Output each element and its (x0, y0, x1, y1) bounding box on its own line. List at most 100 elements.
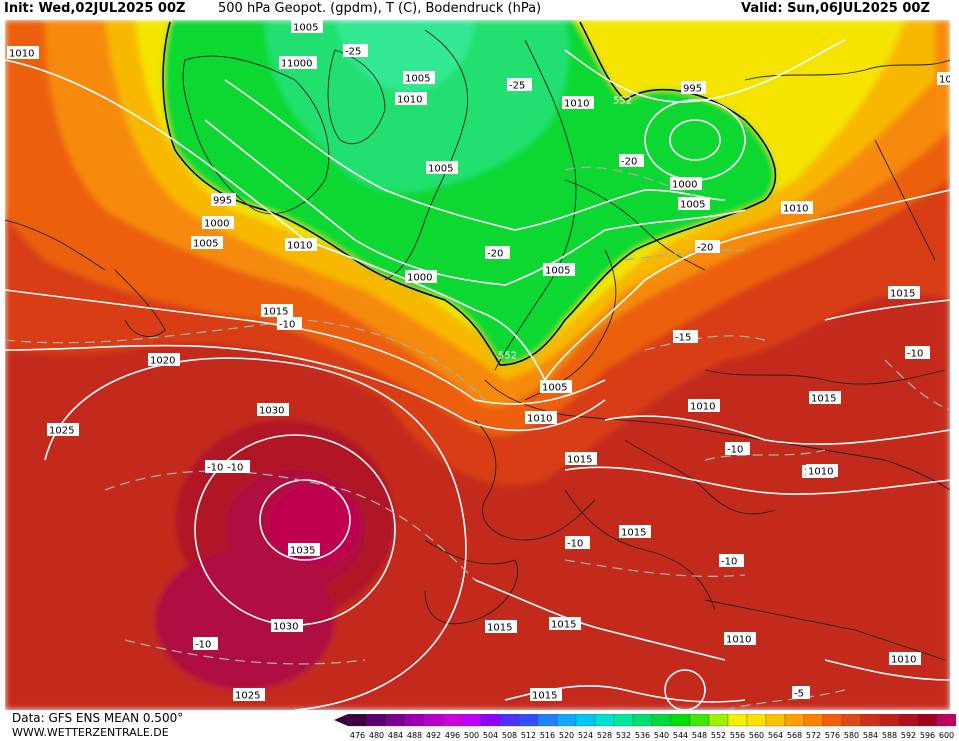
geopotential-label: 552 (613, 96, 632, 107)
isobar-label: 1020 (148, 353, 180, 367)
svg-text:1015: 1015 (487, 623, 512, 634)
svg-text:1000: 1000 (204, 219, 229, 230)
svg-text:1015: 1015 (567, 455, 592, 466)
isobar-label: 1005 (543, 263, 575, 277)
svg-text:-10: -10 (907, 349, 923, 360)
legend-swatch (727, 714, 748, 727)
svg-text:-20: -20 (697, 243, 713, 254)
isobar-label: 1005 (426, 161, 458, 175)
isobar-label: 1025 (233, 688, 265, 702)
isobar-label: 1010 (688, 399, 720, 413)
legend-tick-label: 532 (616, 731, 631, 740)
legend-tick-label: 520 (559, 731, 574, 740)
legend-tick-label: 588 (882, 731, 897, 740)
svg-text:1025: 1025 (49, 426, 74, 437)
isobar-label: 1015 (530, 688, 562, 702)
svg-text:1015: 1015 (551, 620, 576, 631)
legend-tick-label: 528 (597, 731, 612, 740)
geopotential-label: 552 (498, 351, 517, 362)
legend-tick-label: 596 (920, 731, 935, 740)
svg-text:-10: -10 (727, 445, 743, 456)
isobar-label: 995 (681, 81, 706, 95)
legend-swatch (670, 714, 691, 727)
legend-tick-label: 592 (901, 731, 916, 740)
legend-tick-label: 476 (350, 731, 365, 740)
isobar-label: 1005 (678, 197, 710, 211)
svg-text:1015: 1015 (263, 307, 288, 318)
isobar-label: 1010 (889, 652, 921, 666)
isobar-label: 1015 (809, 391, 841, 405)
legend-swatch (347, 714, 368, 727)
isobar-lines (5, 39, 950, 710)
svg-text:1010: 1010 (287, 241, 312, 252)
valid-time: Valid: Sun,06JUL2025 00Z (741, 1, 930, 16)
legend-swatch (442, 714, 463, 727)
legend-tick-label: 564 (768, 731, 783, 740)
legend-tick-label: 584 (863, 731, 878, 740)
svg-text:-10: -10 (567, 539, 583, 550)
legend-tick-label: 508 (502, 731, 517, 740)
isobar-label: 1010 (7, 46, 39, 60)
isobar-label: 1015 (565, 452, 597, 466)
legend-swatch (461, 714, 482, 727)
isobar-label: 1010 (395, 92, 427, 106)
legend-tick-label: 572 (806, 731, 821, 740)
svg-text:1035: 1035 (290, 546, 315, 557)
temperature-label: -5 (792, 686, 810, 700)
isobar-label: 1010 (806, 464, 838, 478)
legend-swatch (613, 714, 634, 727)
isobar-label: 1030 (257, 403, 289, 417)
isobar-label: 1015 (549, 617, 581, 631)
legend-swatch (404, 714, 425, 727)
svg-text:-10: -10 (279, 320, 295, 331)
svg-text:1005: 1005 (542, 383, 567, 394)
temperature-label: -10 (905, 346, 930, 360)
svg-text:-10: -10 (195, 640, 211, 651)
svg-text:1030: 1030 (273, 622, 298, 633)
legend-swatch (917, 714, 938, 727)
header-bar: Init: Wed,02JUL2025 00Z 500 hPa Geopot. … (0, 0, 959, 20)
isobar-label: 1015 (619, 525, 651, 539)
legend-tick-label: 580 (844, 731, 859, 740)
isobar-label: 1005 (540, 380, 572, 394)
legend-swatch (537, 714, 558, 727)
geopotential-shading (5, 20, 950, 710)
svg-text:1015: 1015 (621, 528, 646, 539)
legend-tick-label: 552 (711, 731, 726, 740)
legend-tick-label: 480 (369, 731, 384, 740)
legend-tick-label: 556 (730, 731, 745, 740)
legend-swatch (594, 714, 615, 727)
legend-tick-label: 524 (578, 731, 593, 740)
svg-text:1005: 1005 (405, 74, 430, 85)
svg-text:1000: 1000 (672, 180, 697, 191)
isobar-label: 10 (937, 72, 950, 86)
legend-swatch (651, 714, 672, 727)
legend-swatch (518, 714, 539, 727)
legend-tick-label: 512 (521, 731, 536, 740)
svg-text:995: 995 (683, 84, 702, 95)
site-credit: WWW.WETTERZENTRALE.DE (12, 726, 169, 739)
svg-text:552: 552 (613, 96, 632, 107)
legend-tick-label: 496 (445, 731, 460, 740)
svg-text:-20: -20 (487, 249, 503, 260)
isobar-label: 1000 (670, 177, 702, 191)
legend-tick-label: 500 (464, 731, 479, 740)
color-legend: 476 480 484 488 492 496 500 504 508 512 516 520 524 5… (334, 714, 956, 740)
legend-swatch (708, 714, 729, 727)
svg-text:1010: 1010 (808, 467, 833, 478)
isobar-label: 1015 (888, 286, 920, 300)
svg-text:1020: 1020 (150, 356, 175, 367)
svg-text:-15: -15 (675, 333, 691, 344)
legend-swatch (784, 714, 805, 727)
geopotential-552-line (162, 21, 777, 366)
legend-swatch (860, 714, 881, 727)
legend-tick-label: 540 (654, 731, 669, 740)
isobar-label: 1010 (562, 96, 594, 110)
weather-map: 1010 1005 1000 995 1000 1005 1010 1015 1020 1025 1… (5, 20, 950, 710)
isobar-label: 1035 (288, 543, 320, 557)
legend-swatch (879, 714, 900, 727)
temperature-label: -20 (695, 240, 720, 254)
svg-text:10: 10 (939, 75, 950, 86)
svg-text:1010: 1010 (726, 635, 751, 646)
temperature-label: -25 (507, 78, 532, 92)
